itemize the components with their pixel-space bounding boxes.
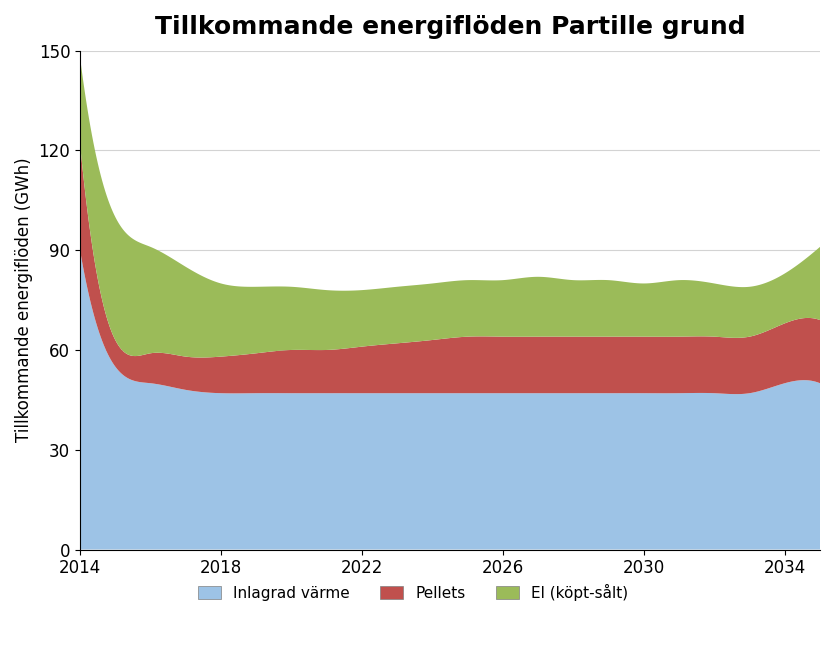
Y-axis label: Tillkommande energiflöden (GWh): Tillkommande energiflöden (GWh) (15, 158, 33, 442)
Title: Tillkommande energiflöden Partille grund: Tillkommande energiflöden Partille grund (154, 15, 746, 39)
Legend: Inlagrad värme, Pellets, El (köpt-sålt): Inlagrad värme, Pellets, El (köpt-sålt) (191, 578, 635, 607)
